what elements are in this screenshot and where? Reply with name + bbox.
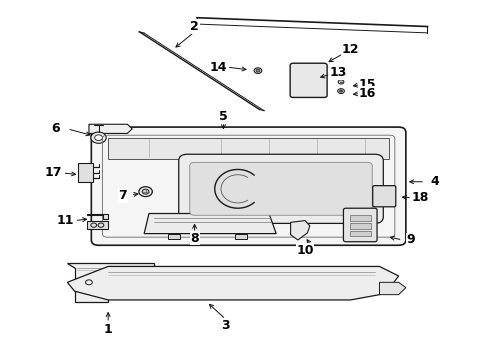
Circle shape: [338, 80, 344, 84]
Text: 2: 2: [190, 20, 199, 33]
Circle shape: [338, 89, 344, 94]
Text: 17: 17: [44, 166, 62, 179]
Polygon shape: [89, 124, 132, 134]
Text: 15: 15: [359, 78, 376, 91]
Text: 8: 8: [190, 232, 199, 245]
Circle shape: [91, 132, 106, 143]
Bar: [350, 215, 371, 221]
FancyBboxPatch shape: [290, 63, 327, 98]
FancyBboxPatch shape: [179, 154, 383, 224]
Text: 18: 18: [412, 191, 429, 204]
Circle shape: [95, 135, 102, 140]
Polygon shape: [379, 282, 406, 294]
Bar: [350, 223, 371, 229]
Text: 9: 9: [406, 234, 415, 247]
Circle shape: [254, 68, 262, 73]
Text: 16: 16: [359, 87, 376, 100]
Polygon shape: [78, 163, 93, 183]
Polygon shape: [87, 213, 108, 219]
Text: 10: 10: [296, 244, 314, 257]
Text: 11: 11: [56, 214, 74, 227]
Text: 7: 7: [118, 189, 127, 202]
Polygon shape: [291, 221, 310, 240]
Circle shape: [256, 69, 260, 72]
Circle shape: [142, 189, 149, 194]
Polygon shape: [87, 221, 108, 229]
Polygon shape: [67, 263, 154, 302]
Text: 13: 13: [330, 66, 347, 79]
Circle shape: [340, 90, 343, 92]
Circle shape: [139, 187, 152, 197]
Polygon shape: [67, 266, 399, 300]
FancyBboxPatch shape: [343, 208, 377, 242]
FancyBboxPatch shape: [91, 127, 406, 245]
Polygon shape: [144, 213, 276, 234]
Polygon shape: [235, 234, 247, 239]
Text: 14: 14: [210, 60, 227, 73]
Text: 1: 1: [104, 323, 113, 337]
Polygon shape: [168, 234, 180, 239]
Text: 12: 12: [342, 43, 359, 56]
Bar: [108, 138, 389, 159]
FancyBboxPatch shape: [373, 186, 396, 207]
Text: 3: 3: [221, 319, 230, 332]
Bar: [350, 231, 371, 237]
Text: 6: 6: [51, 122, 60, 135]
Text: 5: 5: [219, 110, 228, 123]
FancyBboxPatch shape: [190, 162, 372, 215]
Text: 4: 4: [430, 175, 439, 188]
